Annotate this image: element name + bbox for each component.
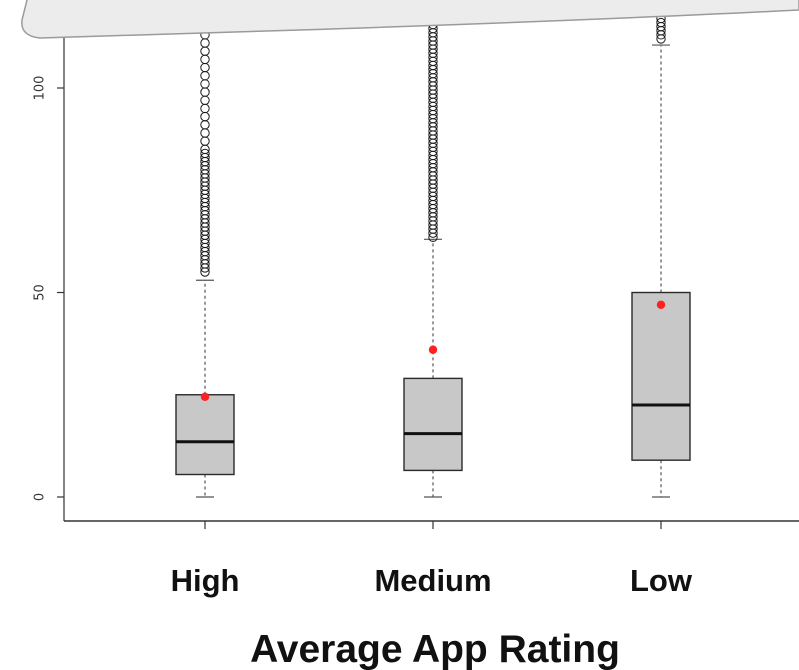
- overlay-caption-band: [21, 0, 799, 39]
- y-tick-label: 100: [33, 76, 48, 101]
- outlier-point: [200, 54, 210, 65]
- x-axis-title: Average App Rating: [250, 628, 620, 670]
- box-iqr: [631, 291, 691, 461]
- outlier-point: [200, 79, 210, 89]
- outlier-point: [200, 103, 210, 114]
- x-tick-label-high: High: [171, 563, 240, 598]
- x-tick-label-medium: Medium: [374, 563, 491, 598]
- x-tick-label-low: Low: [630, 563, 693, 598]
- outlier-point: [200, 95, 210, 105]
- y-tick-label: 0: [33, 493, 48, 501]
- outlier-point: [200, 148, 210, 159]
- outlier-point: [200, 46, 210, 56]
- box-medium: [403, 11, 463, 498]
- box-series: [175, 11, 691, 498]
- mean-point: [200, 392, 210, 401]
- box-low: [631, 13, 691, 498]
- box-iqr: [175, 394, 235, 476]
- outlier-point: [200, 120, 210, 130]
- y-tick-label: 50: [33, 284, 48, 301]
- mean-point: [656, 300, 666, 309]
- outlier-point: [200, 128, 210, 138]
- outlier-point: [200, 136, 210, 146]
- plot-area: 0 50 100 High Medium Low: [33, 11, 799, 598]
- mean-point: [428, 345, 438, 354]
- box-iqr: [403, 377, 463, 472]
- outlier-point: [656, 17, 666, 28]
- outlier-point: [200, 62, 210, 73]
- box-high: [175, 13, 235, 498]
- outlier-point: [200, 87, 210, 97]
- outlier-point: [200, 38, 210, 48]
- outlier-point: [200, 71, 210, 81]
- x-axis: High Medium Low: [64, 520, 799, 598]
- outlier-point: [200, 111, 210, 122]
- y-axis: 0 50 100: [33, 14, 65, 521]
